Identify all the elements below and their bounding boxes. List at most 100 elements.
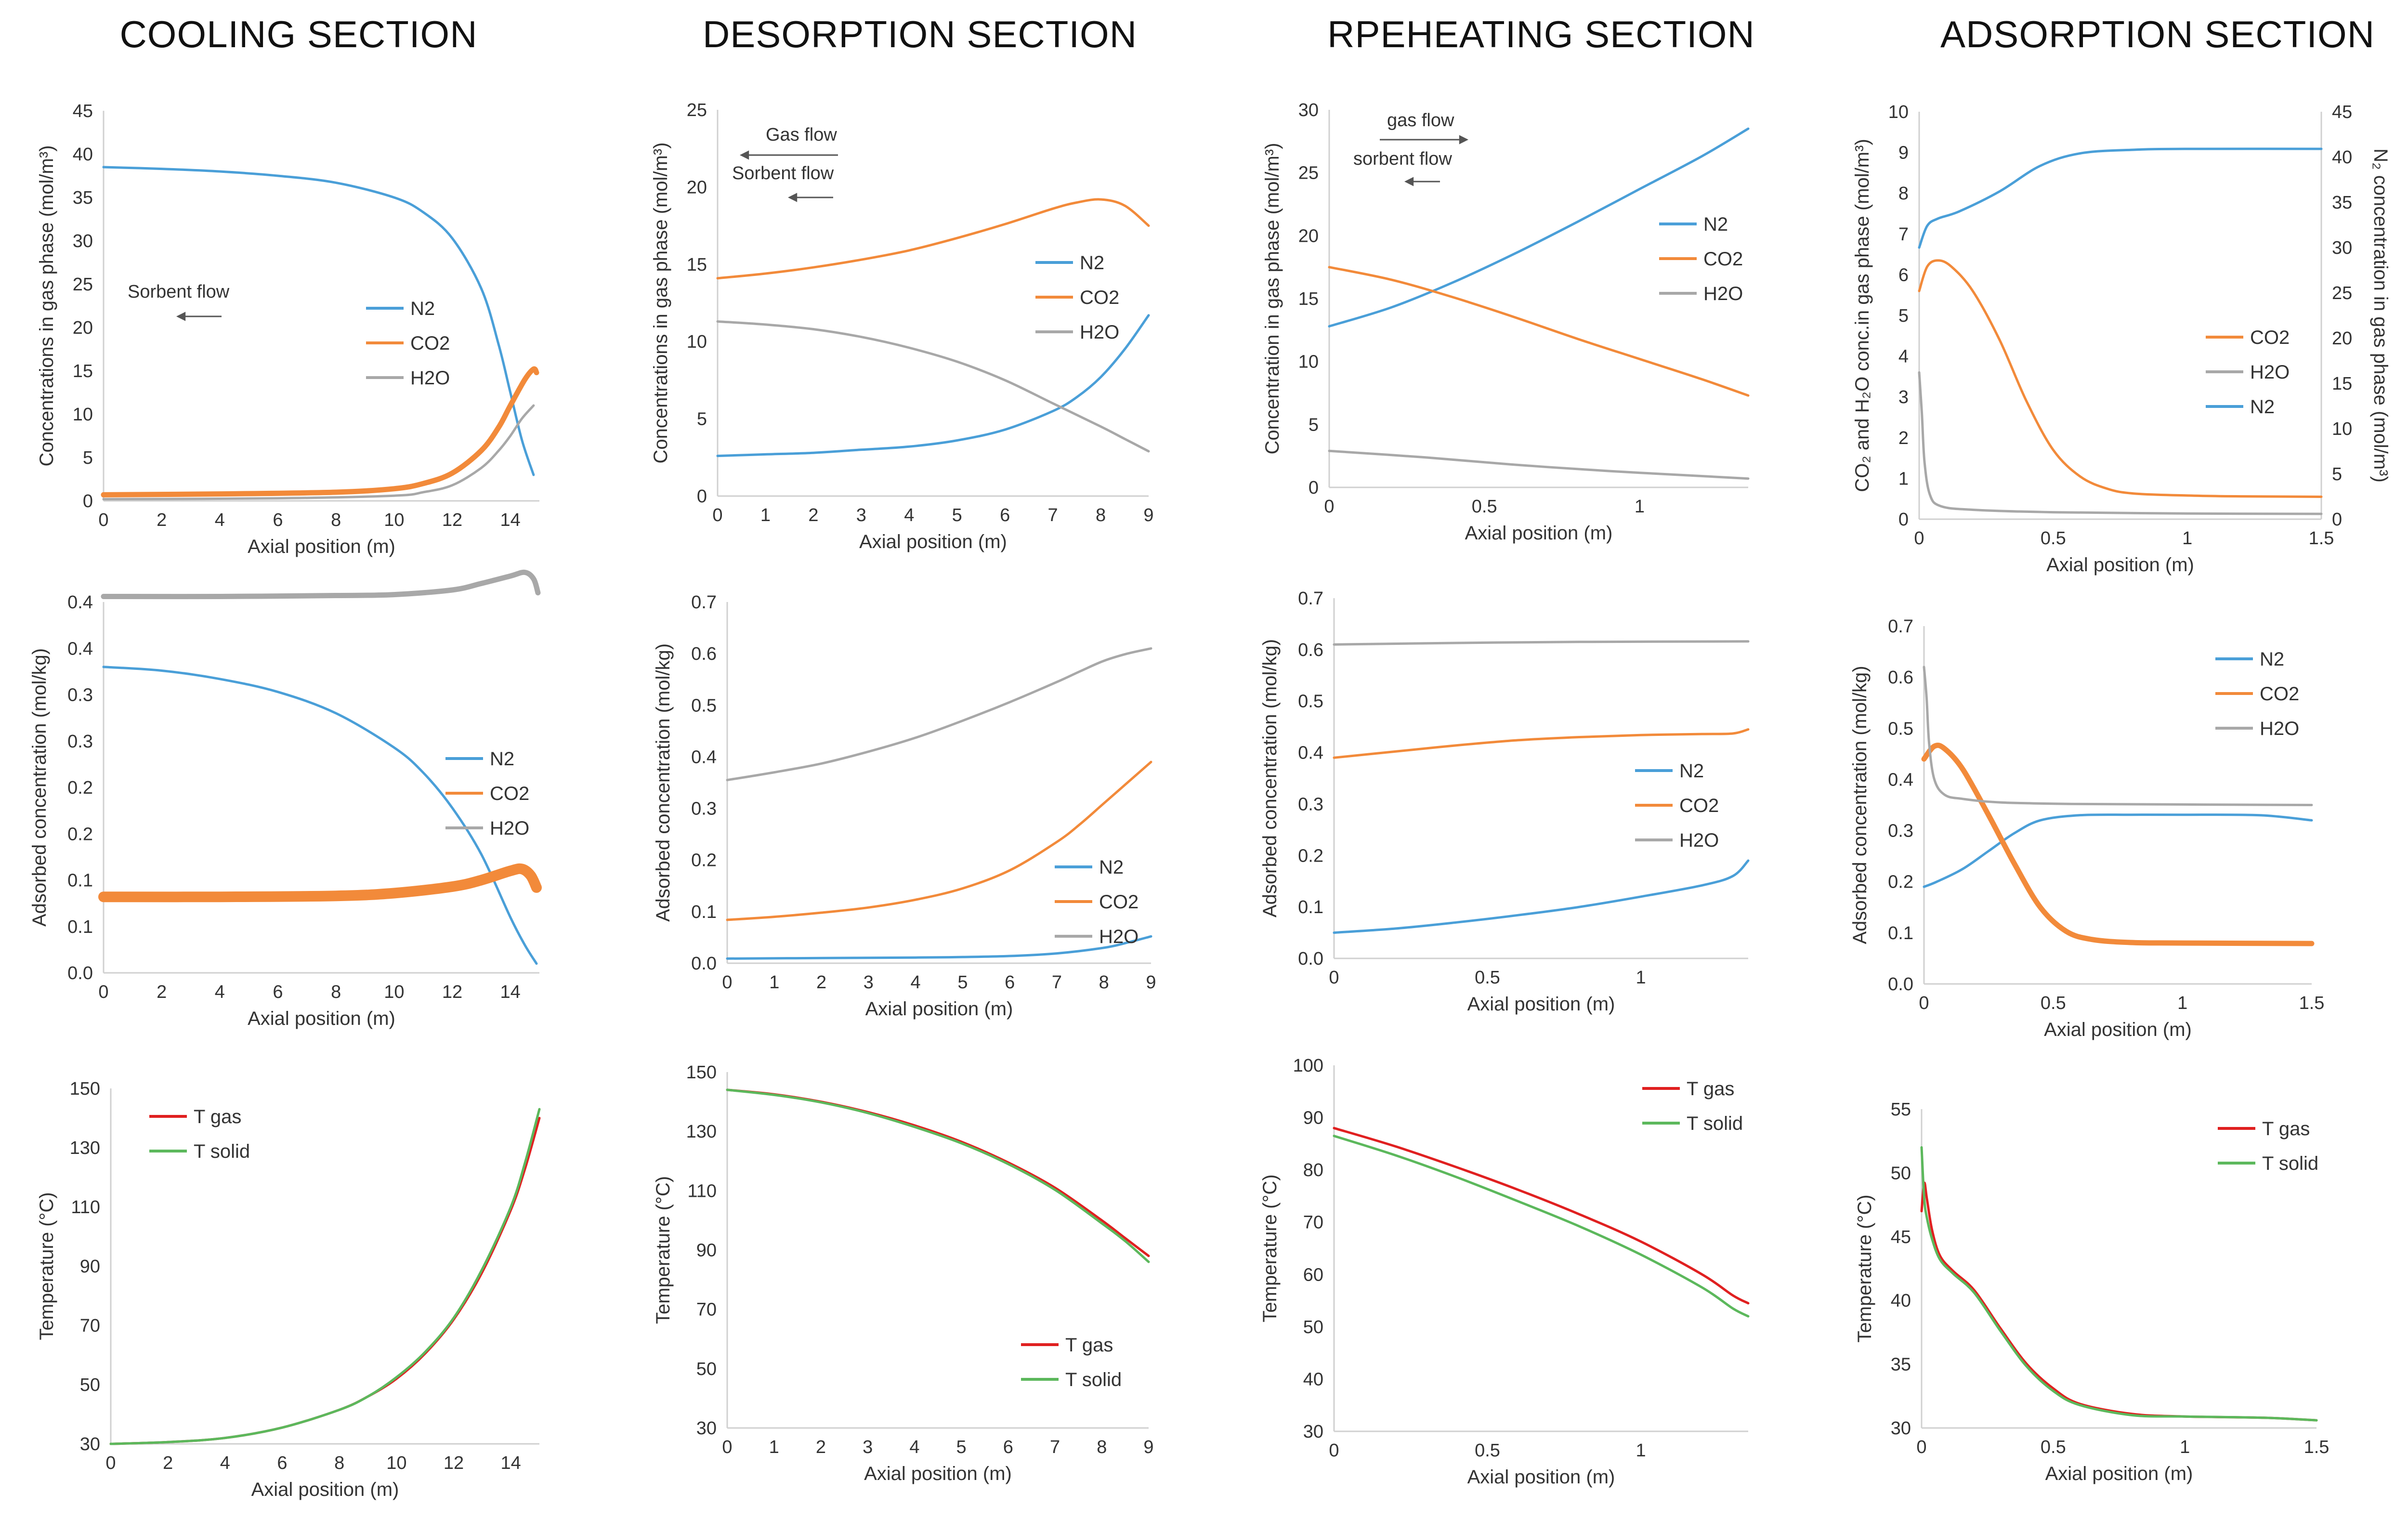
- y-right-tick-label: 0: [2332, 510, 2342, 530]
- y-axis-label: Concentrations in gas phase (mol/m³): [650, 143, 671, 464]
- chart-des-ads: 0.0 0.1 0.2 0.3 0.4 0.5 0.6 0.7 0 1 2 3 4 5 6 7 8 9 Axial …: [653, 592, 1156, 1020]
- legend: T gas T solid: [1642, 1078, 1743, 1134]
- chart-pre-ads: 0.0 0.1 0.2 0.3 0.4 0.5 0.6 0.7 0 0.5 1 Axial posit…: [1259, 589, 1750, 1015]
- series-line-t-gas: [726, 1088, 1150, 1257]
- x-tick-label: 1: [2177, 993, 2187, 1013]
- x-tick-label: 8: [334, 1453, 344, 1473]
- x-tick-label: 6: [273, 510, 283, 530]
- y-tick-label: 0.2: [67, 824, 93, 844]
- x-tick-label: 12: [442, 982, 462, 1002]
- series-line-co2: [1921, 742, 2315, 946]
- y-tick-label: 0: [1898, 510, 1909, 530]
- y-tick-label: 80: [1303, 1160, 1323, 1180]
- x-tick-label: 2: [816, 972, 826, 993]
- y-tick-label: 50: [696, 1359, 717, 1379]
- x-tick-label: 0: [98, 510, 108, 530]
- x-tick-label: 0: [105, 1453, 116, 1473]
- y-tick-label: 10: [73, 405, 93, 425]
- legend: N2 CO2 H2O: [1635, 760, 1719, 851]
- legend-label: H2O: [490, 818, 529, 839]
- x-tick-label: 1.5: [2304, 1437, 2329, 1457]
- y-tick-label: 1: [1898, 469, 1909, 489]
- x-tick-label: 0: [1324, 497, 1334, 517]
- y-right-tick-label: 30: [2332, 238, 2352, 258]
- x-tick-label: 1: [2182, 528, 2192, 549]
- y-axis-label: Temperature (°C): [1259, 1174, 1281, 1322]
- y-tick-label: 10: [1888, 102, 1909, 122]
- legend-label: H2O: [1679, 830, 1719, 851]
- x-tick-label: 1: [1636, 1440, 1646, 1461]
- chart-ads-ads: 0.0 0.1 0.2 0.3 0.4 0.5 0.6 0.7 0 0.5 1 1.5 Axial po…: [1849, 616, 2324, 1040]
- y-tick-label: 0.6: [1298, 640, 1323, 660]
- chart-pre-gas: 0 5 10 15 20 25 30 0 0.5 1 Axial position (m) Conce…: [1262, 100, 1750, 544]
- y-axis-label: Adsorbed concentration (mol/kg): [29, 648, 50, 927]
- y-tick-label: 0.2: [1298, 846, 1323, 866]
- annotation-label: Gas flow: [766, 125, 837, 145]
- series-line-h2o: [1328, 449, 1750, 480]
- y-tick-label: 0: [1309, 478, 1319, 498]
- x-axis-label: Axial position (m): [248, 1008, 395, 1029]
- legend-label: H2O: [2250, 362, 2290, 383]
- y-tick-label: 0.5: [691, 695, 717, 716]
- y-tick-label: 0.1: [691, 902, 717, 922]
- y-tick-label: 10: [687, 332, 707, 352]
- y-right-tick-label: 5: [2332, 464, 2342, 484]
- legend-label: T gas: [1065, 1335, 1113, 1356]
- series-line-n2: [1923, 813, 2313, 888]
- x-axis-label: Axial position (m): [1467, 994, 1615, 1015]
- x-axis-label: Axial position (m): [1467, 1467, 1615, 1488]
- series-line-t-solid: [109, 1108, 541, 1445]
- y-tick-label: 25: [687, 100, 707, 120]
- series-line-h2o: [1923, 666, 2313, 806]
- x-tick-label: 14: [501, 1453, 521, 1473]
- series-line-n2: [1918, 147, 2323, 249]
- y-tick-label: 50: [80, 1375, 100, 1395]
- x-tick-label: 1: [769, 1437, 779, 1457]
- y-right-tick-label: 35: [2332, 193, 2352, 213]
- y-axis-label: Concentration in gas phase (mol/m³): [1262, 143, 1283, 455]
- y-tick-label: 40: [1891, 1291, 1911, 1311]
- y-tick-label: 8: [1898, 183, 1909, 204]
- y-axis-label: Concentrations in gas phase (mol/m³): [36, 145, 57, 467]
- legend-label: N2: [490, 748, 514, 770]
- series-line-t-solid: [1920, 1146, 2318, 1422]
- x-tick-label: 0: [1916, 1437, 1926, 1457]
- y-tick-label: 130: [70, 1138, 100, 1158]
- series-line-n2: [102, 666, 538, 965]
- x-tick-label: 10: [384, 982, 404, 1002]
- y-tick-label: 6: [1898, 265, 1909, 285]
- x-tick-label: 2: [808, 505, 818, 525]
- y-tick-label: 0.4: [1298, 743, 1323, 763]
- arrow-left-icon: [740, 150, 749, 160]
- legend-label: N2: [1679, 760, 1704, 782]
- series-line-t-solid: [1333, 1135, 1750, 1318]
- y-tick-label: 0.3: [1298, 794, 1323, 814]
- y-tick-label: 0.7: [1888, 616, 1913, 637]
- legend-label: N2: [2250, 396, 2275, 418]
- y-tick-label: 15: [687, 255, 707, 275]
- x-tick-label: 6: [1000, 505, 1010, 525]
- x-axis-label: Axial position (m): [248, 536, 395, 557]
- legend: N2 CO2 H2O: [445, 748, 529, 839]
- y-tick-label: 30: [1298, 100, 1319, 120]
- y-tick-label: 0.2: [691, 851, 717, 871]
- y-tick-label: 70: [1303, 1213, 1323, 1233]
- x-tick-label: 7: [1050, 1437, 1060, 1457]
- legend-label: CO2: [1099, 891, 1139, 913]
- y-tick-label: 10: [1298, 352, 1319, 372]
- legend: N2 CO2 H2O: [1035, 252, 1119, 343]
- x-tick-label: 4: [220, 1453, 230, 1473]
- legend-label: CO2: [2260, 683, 2299, 705]
- y-tick-label: 20: [687, 177, 707, 197]
- y-axis-label: Temperature (°C): [36, 1192, 57, 1340]
- legend-label: T solid: [1065, 1369, 1122, 1390]
- x-tick-label: 2: [157, 982, 167, 1002]
- x-tick-label: 8: [331, 982, 341, 1002]
- y-tick-label: 0.5: [1888, 719, 1913, 739]
- x-tick-label: 1: [2180, 1437, 2190, 1457]
- y-axis-label: Temperature (°C): [1854, 1194, 1875, 1342]
- y-tick-label: 45: [1891, 1227, 1911, 1247]
- legend: N2 CO2 H2O: [2215, 649, 2299, 739]
